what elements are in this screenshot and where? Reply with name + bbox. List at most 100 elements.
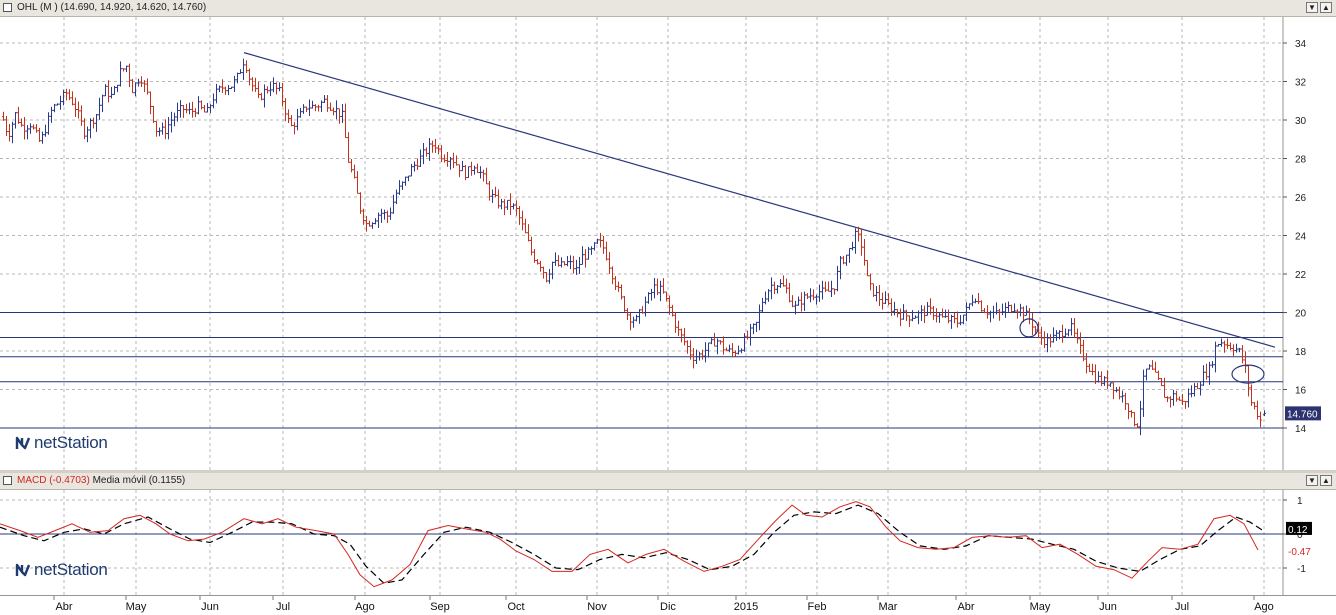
ohlc-bar [161, 122, 164, 135]
ohlc-bar [440, 145, 443, 163]
pane-menu-icon[interactable] [3, 3, 12, 12]
ohlc-bar [674, 312, 677, 333]
ohlc-bar [17, 106, 20, 124]
ohlc-bar [314, 104, 317, 112]
ohlc-bar [899, 308, 902, 327]
ohlc-bar [872, 283, 875, 297]
ohlc-bar [1232, 344, 1235, 357]
ohlc-bar [254, 77, 257, 92]
ohlc-bar [1214, 341, 1217, 373]
ohlc-bar [860, 229, 863, 256]
ohlc-bar [242, 58, 245, 80]
minimize-pane-button[interactable]: ▼ [1306, 2, 1318, 13]
ohlc-bar [1064, 328, 1067, 338]
ohlc-bar [575, 259, 578, 275]
price-tick-label: 32 [1295, 78, 1307, 89]
maximize-pane-button[interactable]: ▲ [1320, 475, 1332, 486]
ellipse-marker[interactable] [1019, 318, 1039, 338]
ohlc-bar [545, 272, 548, 283]
ohlc-bar [224, 86, 227, 95]
ohlc-bar [1196, 382, 1199, 390]
ohlc-bar [1193, 382, 1196, 397]
ohlc-bar [947, 309, 950, 324]
ohlc-bar [1127, 403, 1130, 420]
ohlc-bar [26, 125, 29, 140]
ohlc-bar [83, 118, 86, 140]
price-chart[interactable]: 14 16 18 20 22 24 26 28 30 32 34 14.760 [0, 17, 1336, 470]
macd-tick-label: 1 [1297, 496, 1303, 507]
ohlc-bar [233, 75, 236, 92]
ohlc-bar [812, 289, 815, 301]
ohlc-bar [998, 308, 1001, 321]
ohlc-bar [317, 104, 320, 112]
ohlc-bar [680, 328, 683, 343]
ohlc-bar [758, 304, 761, 331]
ohlc-bar [494, 186, 497, 198]
ohlc-bar [1013, 303, 1016, 313]
ohlc-bar [434, 138, 437, 153]
ohlc-bar [563, 261, 566, 266]
ohlc-bar [512, 203, 515, 210]
ohlc-bar [707, 342, 710, 358]
ohlc-bar [1220, 338, 1223, 347]
ohlc-bar [923, 305, 926, 324]
ohlc-bar [80, 105, 83, 126]
ohlc-bar [743, 333, 746, 352]
ohlc-bar [65, 88, 68, 101]
maximize-pane-button[interactable]: ▲ [1320, 2, 1332, 13]
netstation-logo: netStation [15, 560, 108, 580]
ohlc-bar [1250, 384, 1253, 406]
ohlc-bar [503, 199, 506, 216]
time-tick-label: Feb [808, 601, 827, 613]
pane-menu-icon[interactable] [3, 476, 12, 485]
minimize-pane-button[interactable]: ▼ [1306, 475, 1318, 486]
ohlc-bar [59, 95, 62, 110]
ohlc-bar [38, 127, 41, 143]
ohlc-bar [353, 164, 356, 179]
ohlc-bar [506, 199, 509, 210]
ohlc-bar [974, 298, 977, 304]
ohlc-bar [815, 294, 818, 305]
ohlc-bar [536, 259, 539, 265]
ohlc-bar [560, 257, 563, 268]
price-tick-label: 14 [1295, 424, 1307, 435]
time-tick-label: May [126, 601, 147, 613]
ohlc-bar [11, 121, 14, 144]
ohlc-bar [239, 69, 242, 74]
ohlc-bar [566, 255, 569, 267]
ohlc-bar [737, 345, 740, 355]
ohlc-bar [476, 163, 479, 174]
ohlc-bar [455, 155, 458, 166]
ohlc-bar [122, 68, 125, 72]
ohlc-bar [986, 305, 989, 319]
ohlc-bar [335, 100, 338, 120]
ohlc-bar [710, 338, 713, 345]
ohlc-bar [806, 292, 809, 299]
ohlc-bar [218, 85, 221, 93]
netstation-logo-text: netStation [34, 560, 108, 579]
ohlc-bar [1121, 390, 1124, 403]
ohlc-bar [728, 344, 731, 353]
ohlc-bar [962, 314, 965, 325]
ohlc-bar [1253, 402, 1256, 410]
ohlc-bar [464, 164, 467, 181]
ohlc-bar [755, 321, 758, 333]
ohlc-bar [1040, 326, 1043, 345]
macd-line[interactable] [0, 501, 1259, 588]
ohlc-bar [959, 315, 962, 326]
ohlc-bar [653, 278, 656, 299]
price-tick-label: 26 [1295, 193, 1307, 204]
ohlc-bar [554, 252, 557, 266]
signal-line[interactable] [0, 504, 1263, 584]
ohlc-bar [1169, 396, 1172, 408]
macd-chart[interactable]: -1 0 1 0.12 -0.47 [0, 490, 1336, 595]
ohlc-bar [731, 343, 734, 358]
ohlc-bar [5, 116, 8, 136]
macd-pane: MACD (-0.4703) Media móvil (0.1155) ▼ ▲ … [0, 473, 1336, 595]
ohlc-bar [836, 265, 839, 292]
ohlc-bar [629, 312, 632, 331]
ohlc-bar [1205, 363, 1208, 380]
downtrend-line[interactable] [243, 52, 1276, 348]
ohlc-bar [416, 158, 419, 170]
ellipse-marker[interactable] [1231, 364, 1265, 384]
